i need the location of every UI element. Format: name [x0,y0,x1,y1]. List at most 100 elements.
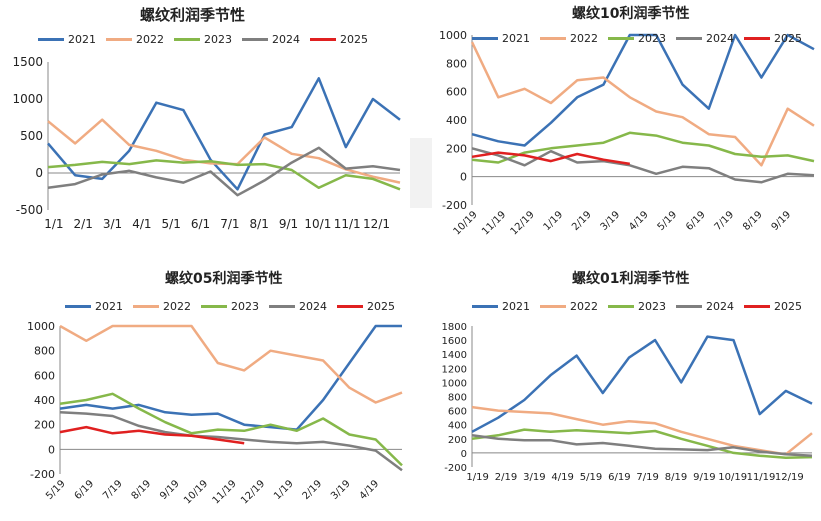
x-tick-label: 7/19 [101,478,125,502]
y-tick-label: 200 [448,435,467,446]
legend-swatch [269,305,295,308]
y-tick-label: 600 [34,369,55,382]
x-tick-label: 3/19 [599,209,623,233]
x-tick-label: 8/1 [250,217,269,231]
x-tick-label: 3/19 [523,472,545,483]
legend-item: 2025 [310,33,368,46]
legend-item: 2025 [744,300,802,313]
y-tick-label: 200 [446,142,467,155]
legend-swatch [540,305,566,308]
legend-swatch [242,38,268,41]
y-tick-label: 1200 [442,364,467,375]
y-tick-label: 0 [461,449,467,460]
legend-label: 2023 [231,300,259,313]
chart-title: 螺纹10利润季节性 [572,6,690,22]
x-tick-label: 11/19 [747,472,776,483]
series-line-2025 [471,151,630,166]
y-tick-label: 600 [446,86,467,99]
legend-label: 2023 [638,32,666,45]
legend-item: 2021 [472,32,530,45]
series-line-2022 [470,41,815,167]
legend-item: 2024 [676,32,734,45]
legend-label: 2025 [367,300,395,313]
x-tick-label: 4/19 [627,209,651,233]
x-tick-label: 1/19 [466,472,488,483]
legend-label: 2022 [136,33,164,46]
legend-label: 2021 [502,300,530,313]
y-tick-label: -200 [30,468,55,481]
x-tick-label: 9/19 [158,478,182,502]
legend-item: 2023 [608,32,666,45]
y-tick-label: 600 [448,407,467,418]
legend-item: 2025 [337,300,395,313]
legend-label: 2021 [68,33,96,46]
chart-title: 螺纹利润季节性 [140,6,246,24]
legend-item: 2022 [540,32,598,45]
x-tick-label: 6/19 [73,478,97,502]
y-tick-label: 1500 [12,55,43,69]
x-tick-label: 12/1 [363,217,390,231]
y-tick-label: 400 [446,114,467,127]
y-tick-label: 0 [48,443,55,456]
series-line-2021 [59,324,402,431]
legend-swatch [337,305,363,308]
series-line-2024 [47,146,401,197]
legend-label: 2022 [163,300,191,313]
legend-label: 2023 [204,33,232,46]
legend-label: 2025 [774,300,802,313]
x-tick-label: 1/19 [542,209,566,233]
y-tick-label: -500 [16,203,43,217]
legend-label: 2023 [638,300,666,313]
x-tick-label: 10/1 [304,217,331,231]
legend-item: 2021 [65,300,123,313]
x-tick-label: 9/19 [770,209,794,233]
x-tick-label: 10/19 [182,478,210,506]
background-divider [410,138,432,208]
x-tick-label: 4/19 [358,478,382,502]
legend-item: 2024 [242,33,300,46]
legend-item: 2022 [133,300,191,313]
x-tick-label: 5/19 [44,478,68,502]
x-tick-label: 6/19 [684,209,708,233]
x-tick-label: 3/19 [329,478,353,502]
x-tick-label: 6/19 [608,472,630,483]
x-tick-label: 7/19 [636,472,658,483]
x-tick-label: 1/19 [272,478,296,502]
legend-swatch [744,305,770,308]
x-tick-label: 11/19 [480,209,508,237]
series-line-2023 [471,428,813,460]
legend-label: 2024 [272,33,300,46]
legend-item: 2023 [201,300,259,313]
legend-swatch [676,305,702,308]
x-tick-label: 8/19 [130,478,154,502]
y-tick-label: -200 [444,463,467,474]
x-tick-label: 2/1 [74,217,93,231]
legend-item: 2021 [38,33,96,46]
y-tick-label: 1000 [442,378,467,389]
legend-item: 2021 [472,300,530,313]
y-tick-label: 1000 [27,320,55,333]
series-line-2024 [471,434,813,457]
x-tick-label: 12/19 [775,472,804,483]
chart-panel-2: 螺纹10利润季节性 2021 2022 2023 2024 2025 1000 800 60… [432,0,821,250]
chart-legend: 2021 2022 2023 2024 2025 [38,33,368,46]
chart-title: 螺纹05利润季节性 [165,271,283,287]
legend-swatch [472,305,498,308]
legend-swatch [744,37,770,40]
legend-swatch [38,38,64,41]
x-tick-label: 8/19 [665,472,687,483]
series-line-2021 [471,33,815,147]
series-line-2022 [59,324,403,404]
legend-swatch [174,38,200,41]
y-tick-label: 1000 [12,92,43,106]
legend-label: 2022 [570,32,598,45]
legend-swatch [65,305,91,308]
x-tick-label: 4/1 [132,217,151,231]
legend-swatch [310,38,336,41]
legend-item: 2024 [269,300,327,313]
series-line-2025 [59,425,245,445]
legend-label: 2022 [570,300,598,313]
